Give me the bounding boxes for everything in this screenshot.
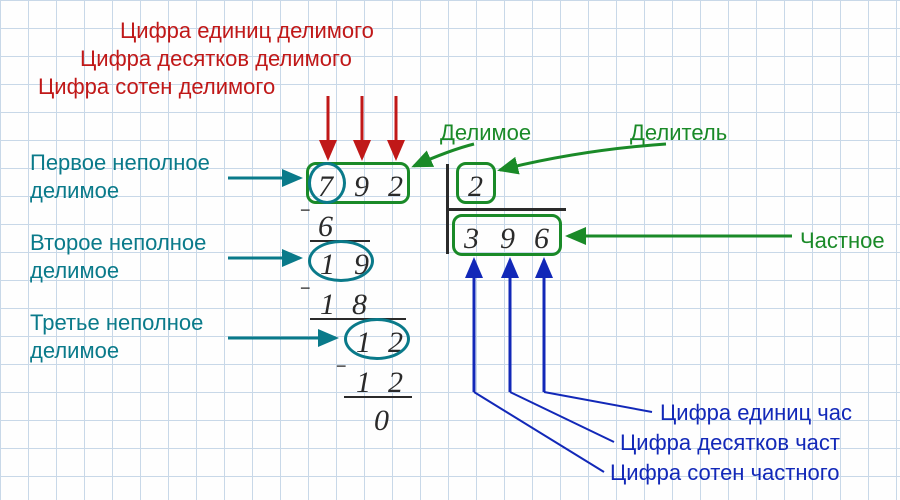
label-hundreds-quotient: Цифра сотен частного xyxy=(610,460,840,486)
label-hundreds-dividend: Цифра сотен делимого xyxy=(38,74,275,100)
quotient-box xyxy=(452,214,562,256)
label-units-quotient: Цифра единиц час xyxy=(660,400,852,426)
label-divisor: Делитель xyxy=(630,120,727,146)
step3-sub-2: 2 xyxy=(388,366,403,400)
label-tens-quotient: Цифра десятков част xyxy=(620,430,840,456)
label-partial3-a: Третье неполное xyxy=(30,310,203,336)
step2-sub-8: 8 xyxy=(352,288,367,322)
label-partial1-b: делимое xyxy=(30,178,119,204)
step3-line xyxy=(344,396,412,398)
division-horizontal-bar xyxy=(446,208,566,211)
label-units-dividend: Цифра единиц делимого xyxy=(120,18,374,44)
step1-sub-6: 6 xyxy=(318,210,333,244)
step3-final-0: 0 xyxy=(374,404,389,438)
minus-2: − xyxy=(300,278,311,299)
partial3-circle xyxy=(344,318,410,360)
label-partial3-b: делимое xyxy=(30,338,119,364)
minus-1: − xyxy=(300,200,311,221)
label-partial1-a: Первое неполное xyxy=(30,150,210,176)
step3-sub-1: 1 xyxy=(356,366,371,400)
minus-3: − xyxy=(336,356,347,377)
divisor-box xyxy=(456,162,496,204)
label-partial2-b: делимое xyxy=(30,258,119,284)
partial1-circle xyxy=(308,162,346,204)
label-partial2-a: Второе неполное xyxy=(30,230,206,256)
label-quotient: Частное xyxy=(800,228,885,254)
label-tens-dividend: Цифра десятков делимого xyxy=(80,46,352,72)
partial2-circle xyxy=(308,240,374,282)
label-dividend: Делимое xyxy=(440,120,531,146)
step2-sub-1: 1 xyxy=(320,288,335,322)
